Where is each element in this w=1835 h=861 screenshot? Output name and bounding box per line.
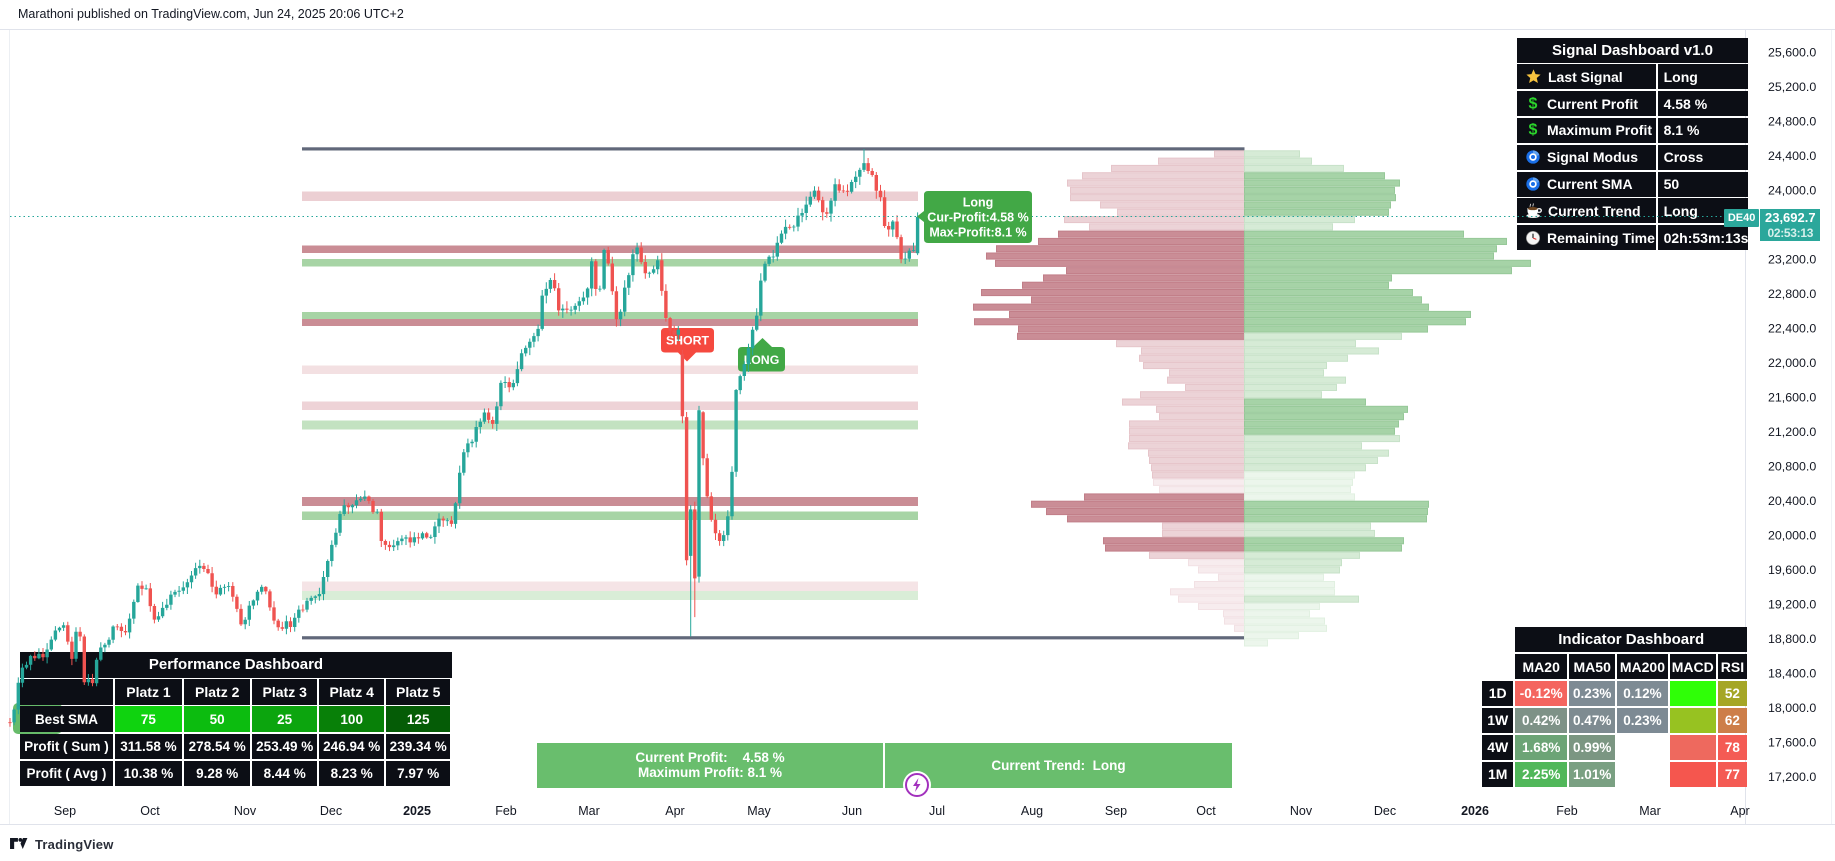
svg-text:2026: 2026 (1461, 804, 1489, 818)
svg-text:Nov: Nov (1290, 804, 1313, 818)
svg-text:24,800.0: 24,800.0 (1768, 115, 1816, 129)
svg-text:Nov: Nov (234, 804, 257, 818)
svg-text:24,400.0: 24,400.0 (1768, 149, 1816, 163)
svg-text:17,200.0: 17,200.0 (1768, 770, 1816, 784)
svg-text:SHORT: SHORT (666, 334, 710, 348)
svg-text:18,000.0: 18,000.0 (1768, 701, 1816, 715)
svg-text:Feb: Feb (1556, 804, 1578, 818)
svg-text:Sep: Sep (54, 804, 76, 818)
svg-text:22,800.0: 22,800.0 (1768, 287, 1816, 301)
svg-text:Apr: Apr (665, 804, 684, 818)
svg-text:25,600.0: 25,600.0 (1768, 46, 1816, 60)
svg-text:24,000.0: 24,000.0 (1768, 184, 1816, 198)
svg-text:18,400.0: 18,400.0 (1768, 666, 1816, 680)
svg-text:21,600.0: 21,600.0 (1768, 391, 1816, 405)
svg-text:20,000.0: 20,000.0 (1768, 528, 1816, 542)
svg-text:$: $ (1529, 122, 1538, 138)
svg-text:Mar: Mar (1639, 804, 1661, 818)
svg-text:Max-Profit:8.1 %: Max-Profit:8.1 % (929, 226, 1026, 240)
svg-text:17,600.0: 17,600.0 (1768, 735, 1816, 749)
svg-text:Oct: Oct (1196, 804, 1216, 818)
svg-text:22,000.0: 22,000.0 (1768, 356, 1816, 370)
svg-text:Jul: Jul (929, 804, 945, 818)
svg-text:19,200.0: 19,200.0 (1768, 597, 1816, 611)
svg-text:Long: Long (963, 196, 994, 210)
svg-text:20,800.0: 20,800.0 (1768, 460, 1816, 474)
svg-text:22,400.0: 22,400.0 (1768, 322, 1816, 336)
svg-text:21,200.0: 21,200.0 (1768, 425, 1816, 439)
svg-text:20,400.0: 20,400.0 (1768, 494, 1816, 508)
svg-text:Dec: Dec (1374, 804, 1396, 818)
svg-text:Dec: Dec (320, 804, 342, 818)
svg-text:$: $ (1529, 96, 1538, 112)
svg-text:Jun: Jun (842, 804, 862, 818)
svg-text:Apr: Apr (1730, 804, 1749, 818)
svg-text:May: May (747, 804, 771, 818)
svg-text:25,200.0: 25,200.0 (1768, 80, 1816, 94)
svg-text:19,600.0: 19,600.0 (1768, 563, 1816, 577)
svg-text:Sep: Sep (1105, 804, 1127, 818)
svg-text:2025: 2025 (403, 804, 431, 818)
svg-text:Cur-Profit:4.58 %: Cur-Profit:4.58 % (927, 211, 1028, 225)
svg-text:23,200.0: 23,200.0 (1768, 253, 1816, 267)
svg-text:LONG: LONG (744, 353, 780, 367)
svg-text:Mar: Mar (578, 804, 600, 818)
svg-text:Oct: Oct (140, 804, 160, 818)
svg-text:Aug: Aug (1021, 804, 1043, 818)
svg-text:Feb: Feb (495, 804, 517, 818)
svg-text:18,800.0: 18,800.0 (1768, 632, 1816, 646)
